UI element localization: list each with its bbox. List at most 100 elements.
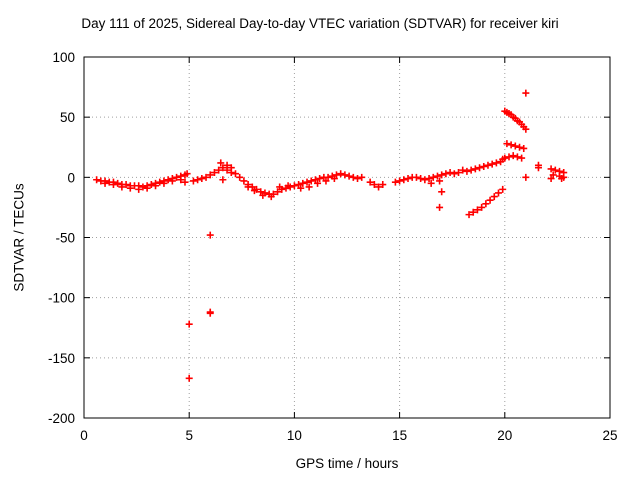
- data-point: [219, 176, 227, 184]
- x-axis-label: GPS time / hours: [295, 456, 399, 471]
- data-point: [412, 173, 420, 181]
- data-point: [375, 183, 383, 191]
- data-point: [509, 152, 517, 160]
- data-point: [505, 153, 513, 161]
- data-point: [314, 179, 322, 187]
- data-point: [324, 173, 332, 181]
- x-tick-label: 15: [392, 428, 407, 443]
- data-point: [370, 181, 378, 189]
- data-point: [427, 179, 435, 187]
- data-point: [501, 154, 509, 162]
- data-point: [558, 175, 566, 183]
- data-point: [316, 175, 324, 183]
- data-point: [486, 196, 494, 204]
- data-point: [436, 203, 444, 211]
- data-point: [499, 185, 507, 193]
- data-point: [492, 159, 500, 167]
- data-point: [513, 153, 521, 161]
- data-point: [345, 172, 353, 180]
- data-point: [152, 182, 160, 190]
- data-point: [244, 183, 252, 191]
- data-point: [404, 175, 412, 183]
- data-point: [480, 163, 488, 171]
- data-point: [189, 177, 197, 185]
- data-point: [219, 164, 227, 172]
- data-point: [473, 206, 481, 214]
- data-point: [284, 182, 292, 190]
- data-point: [297, 184, 305, 192]
- data-point: [471, 165, 479, 173]
- data-point: [147, 181, 155, 189]
- data-point: [522, 125, 530, 133]
- data-point: [206, 309, 214, 317]
- data-point: [250, 187, 258, 195]
- data-point: [551, 166, 559, 174]
- data-point: [231, 170, 239, 178]
- data-point: [488, 160, 496, 168]
- data-point: [305, 183, 313, 191]
- data-point: [522, 173, 530, 181]
- y-tick-label: 50: [60, 110, 75, 125]
- data-point: [185, 374, 193, 382]
- data-point: [93, 176, 101, 184]
- data-point: [206, 171, 214, 179]
- y-tick-label: -100: [48, 291, 75, 306]
- y-tick-label: -200: [48, 411, 75, 426]
- data-point: [465, 211, 473, 219]
- grid-layer: [84, 57, 610, 418]
- data-point: [463, 167, 471, 175]
- data-point: [421, 176, 429, 184]
- data-point: [164, 176, 172, 184]
- data-point: [425, 175, 433, 183]
- data-point: [391, 178, 399, 186]
- data-point: [181, 178, 189, 186]
- data-point: [177, 176, 185, 184]
- data-point: [303, 178, 311, 186]
- data-point: [139, 183, 147, 191]
- data-point: [478, 203, 486, 211]
- data-point: [330, 175, 338, 183]
- data-point: [511, 142, 519, 150]
- x-tick-label: 25: [602, 428, 617, 443]
- data-point: [490, 193, 498, 201]
- data-point: [520, 144, 528, 152]
- data-point: [290, 182, 298, 190]
- data-point: [366, 178, 374, 186]
- y-axis-label: SDTVAR / TECUs: [11, 183, 27, 292]
- y-tick-label: -150: [48, 351, 75, 366]
- plot-frame: [83, 56, 611, 419]
- data-point: [274, 188, 282, 196]
- data-point: [349, 173, 357, 181]
- data-point: [101, 179, 109, 187]
- data-point: [450, 170, 458, 178]
- data-point: [396, 177, 404, 185]
- data-point: [400, 176, 408, 184]
- data-point: [135, 185, 143, 193]
- data-point: [534, 164, 542, 172]
- data-point: [143, 184, 151, 192]
- data-point: [518, 154, 526, 162]
- data-point: [257, 188, 265, 196]
- data-point: [114, 179, 122, 187]
- data-point: [194, 176, 202, 184]
- data-point: [183, 170, 191, 178]
- data-point: [476, 164, 484, 172]
- data-point: [307, 177, 315, 185]
- data-point: [358, 173, 366, 181]
- data-point: [126, 184, 134, 192]
- y-tick-label: -50: [55, 231, 75, 246]
- data-point: [240, 177, 248, 185]
- data-point: [168, 177, 176, 185]
- data-point: [109, 181, 117, 189]
- data-point: [267, 193, 275, 201]
- data-point: [459, 166, 467, 174]
- data-point: [547, 175, 555, 183]
- data-point: [122, 181, 130, 189]
- data-point: [227, 164, 235, 172]
- axes: -200 -150 -100 -50 0 50 100 0 5 10 15 20 25: [48, 50, 618, 443]
- data-points: [93, 89, 568, 382]
- x-tick-label: 10: [287, 428, 302, 443]
- data-point: [417, 175, 425, 183]
- data-point: [337, 170, 345, 178]
- data-point: [332, 171, 340, 179]
